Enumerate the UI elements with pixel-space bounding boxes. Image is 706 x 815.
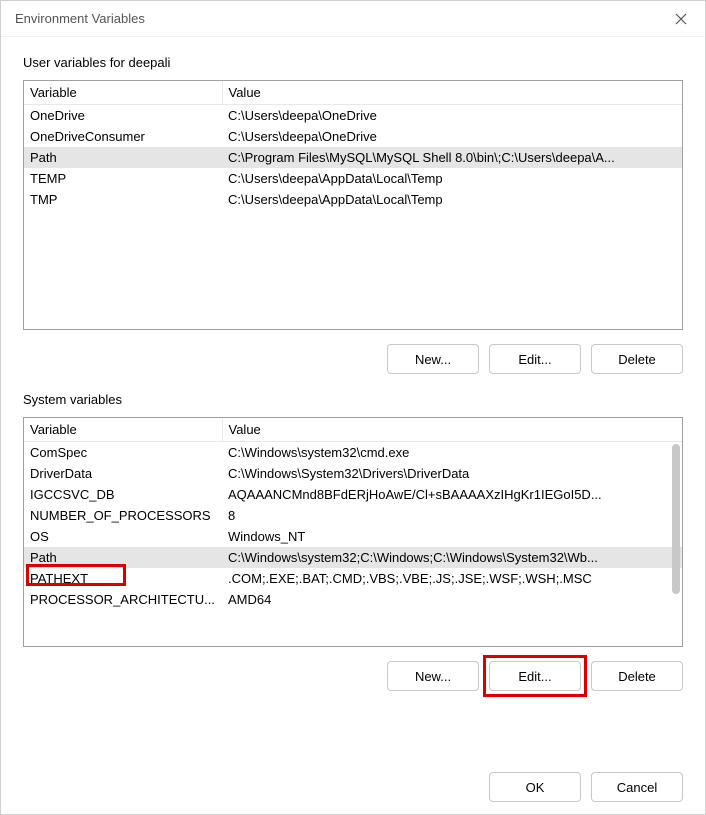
titlebar: Environment Variables xyxy=(1,1,705,37)
variable-cell: TEMP xyxy=(24,168,222,189)
value-cell: C:\Users\deepa\OneDrive xyxy=(222,126,682,147)
user-col-variable[interactable]: Variable xyxy=(24,81,222,105)
variable-cell: PATHEXT xyxy=(24,568,222,589)
value-cell: C:\Users\deepa\AppData\Local\Temp xyxy=(222,189,682,210)
user-button-row: New... Edit... Delete xyxy=(23,338,683,392)
value-cell: C:\Program Files\MySQL\MySQL Shell 8.0\b… xyxy=(222,147,682,168)
user-variables-table[interactable]: Variable Value OneDriveC:\Users\deepa\On… xyxy=(24,81,682,210)
system-button-row: New... Edit... Delete xyxy=(23,655,683,709)
table-row[interactable]: PROCESSOR_ARCHITECTU...AMD64 xyxy=(24,589,682,610)
value-cell: C:\Windows\system32\cmd.exe xyxy=(222,442,682,464)
value-cell: AMD64 xyxy=(222,589,682,610)
table-row[interactable]: PathC:\Program Files\MySQL\MySQL Shell 8… xyxy=(24,147,682,168)
system-variables-table-container: Variable Value ComSpecC:\Windows\system3… xyxy=(23,417,683,647)
footer-button-row: OK Cancel xyxy=(23,764,683,802)
table-row[interactable]: TEMPC:\Users\deepa\AppData\Local\Temp xyxy=(24,168,682,189)
variable-cell: ComSpec xyxy=(24,442,222,464)
variable-cell: IGCCSVC_DB xyxy=(24,484,222,505)
value-cell: C:\Users\deepa\AppData\Local\Temp xyxy=(222,168,682,189)
variable-cell: Path xyxy=(24,147,222,168)
close-icon xyxy=(675,13,687,25)
value-cell: C:\Windows\system32;C:\Windows;C:\Window… xyxy=(222,547,682,568)
table-row[interactable]: DriverDataC:\Windows\System32\Drivers\Dr… xyxy=(24,463,682,484)
ok-button[interactable]: OK xyxy=(489,772,581,802)
variable-cell: TMP xyxy=(24,189,222,210)
variable-cell: NUMBER_OF_PROCESSORS xyxy=(24,505,222,526)
user-col-value[interactable]: Value xyxy=(222,81,682,105)
variable-cell: OneDriveConsumer xyxy=(24,126,222,147)
value-cell: Windows_NT xyxy=(222,526,682,547)
sys-col-variable[interactable]: Variable xyxy=(24,418,222,442)
table-row[interactable]: PATHEXT.COM;.EXE;.BAT;.CMD;.VBS;.VBE;.JS… xyxy=(24,568,682,589)
value-cell: .COM;.EXE;.BAT;.CMD;.VBS;.VBE;.JS;.JSE;.… xyxy=(222,568,682,589)
system-new-button[interactable]: New... xyxy=(387,661,479,691)
system-variables-label: System variables xyxy=(23,392,683,407)
value-cell: C:\Windows\System32\Drivers\DriverData xyxy=(222,463,682,484)
value-cell: 8 xyxy=(222,505,682,526)
table-row[interactable]: ComSpecC:\Windows\system32\cmd.exe xyxy=(24,442,682,464)
system-edit-button[interactable]: Edit... xyxy=(489,661,581,691)
sys-col-value[interactable]: Value xyxy=(222,418,682,442)
system-scrollbar[interactable] xyxy=(672,444,680,594)
user-edit-button[interactable]: Edit... xyxy=(489,344,581,374)
table-row[interactable]: TMPC:\Users\deepa\AppData\Local\Temp xyxy=(24,189,682,210)
user-variables-label: User variables for deepali xyxy=(23,55,683,70)
system-delete-button[interactable]: Delete xyxy=(591,661,683,691)
table-row[interactable]: OSWindows_NT xyxy=(24,526,682,547)
environment-variables-dialog: Environment Variables User variables for… xyxy=(0,0,706,815)
table-row[interactable]: PathC:\Windows\system32;C:\Windows;C:\Wi… xyxy=(24,547,682,568)
table-row[interactable]: NUMBER_OF_PROCESSORS8 xyxy=(24,505,682,526)
edit-highlight-wrap: Edit... xyxy=(489,661,581,691)
variable-cell: DriverData xyxy=(24,463,222,484)
dialog-content: User variables for deepali Variable Valu… xyxy=(1,37,705,814)
cancel-button[interactable]: Cancel xyxy=(591,772,683,802)
window-title: Environment Variables xyxy=(15,11,145,26)
table-row[interactable]: IGCCSVC_DBAQAAANCMnd8BFdERjHoAwE/Cl+sBAA… xyxy=(24,484,682,505)
user-variables-table-container: Variable Value OneDriveC:\Users\deepa\On… xyxy=(23,80,683,330)
user-delete-button[interactable]: Delete xyxy=(591,344,683,374)
value-cell: AQAAANCMnd8BFdERjHoAwE/Cl+sBAAAAXzIHgKr1… xyxy=(222,484,682,505)
variable-cell: OneDrive xyxy=(24,105,222,127)
variable-cell: PROCESSOR_ARCHITECTU... xyxy=(24,589,222,610)
table-row[interactable]: OneDriveC:\Users\deepa\OneDrive xyxy=(24,105,682,127)
variable-cell: OS xyxy=(24,526,222,547)
close-button[interactable] xyxy=(667,5,695,33)
variable-cell: Path xyxy=(24,547,222,568)
system-variables-table[interactable]: Variable Value ComSpecC:\Windows\system3… xyxy=(24,418,682,610)
user-new-button[interactable]: New... xyxy=(387,344,479,374)
table-row[interactable]: OneDriveConsumerC:\Users\deepa\OneDrive xyxy=(24,126,682,147)
value-cell: C:\Users\deepa\OneDrive xyxy=(222,105,682,127)
